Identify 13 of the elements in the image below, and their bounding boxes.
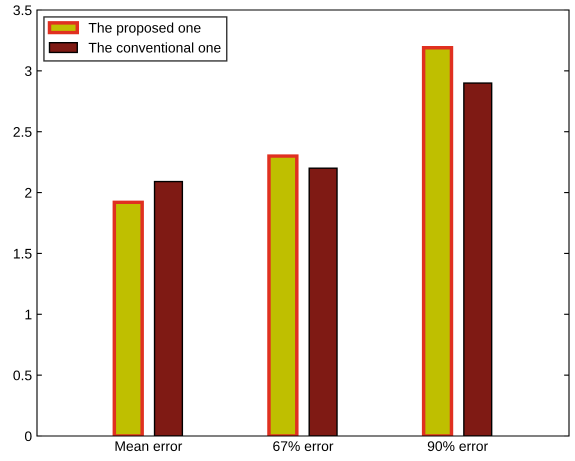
y-tick-label: 1.5 [14, 248, 32, 259]
x-tick-label: Mean error [116, 441, 182, 452]
y-tick-label: 0 [24, 431, 32, 442]
legend-label: The proposed one [88, 22, 201, 36]
y-tick-label: 2.5 [14, 127, 32, 137]
y-tick-label: 1 [25, 310, 32, 320]
legend-label: The conventional one [88, 42, 221, 53]
y-tick-label: 2 [25, 188, 32, 198]
x-tick-label: 67% error [273, 441, 334, 452]
x-tick-label: 90% error [428, 441, 488, 452]
y-tick-label: 0.5 [13, 370, 32, 380]
y-tick-label: 3 [24, 66, 32, 76]
y-tick-label: 3.5 [13, 5, 32, 16]
